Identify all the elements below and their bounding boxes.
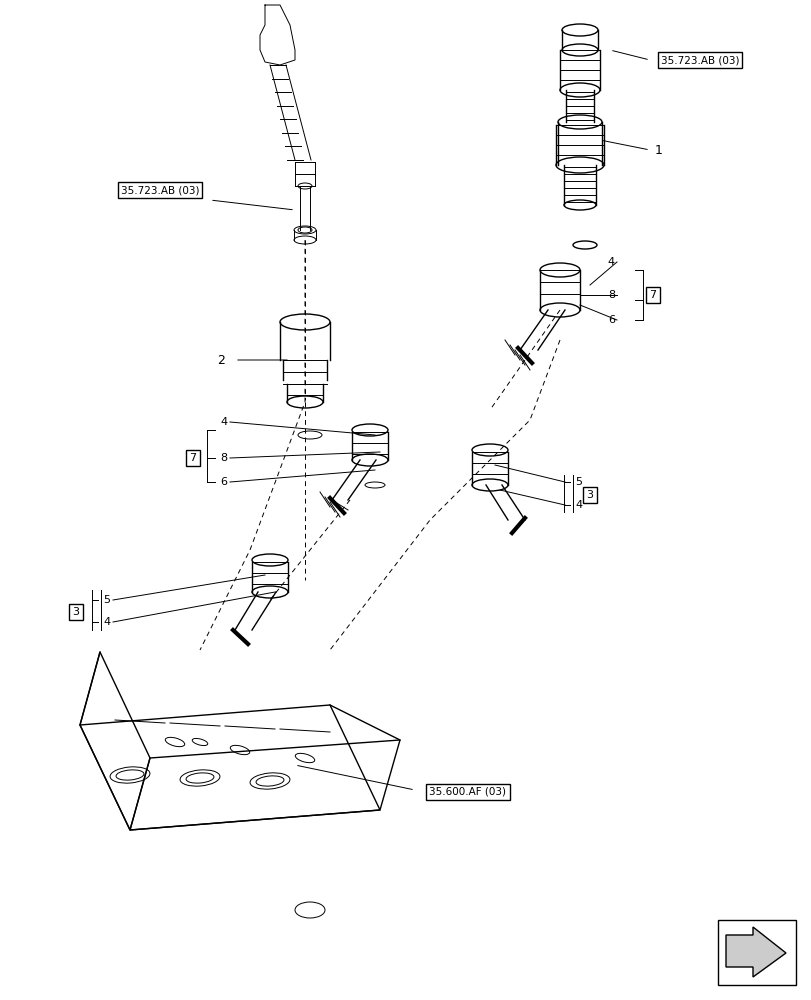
Text: 1: 1 [654,144,662,157]
Text: 35.723.AB (03): 35.723.AB (03) [121,185,199,195]
Text: 4: 4 [574,500,581,510]
Text: 4: 4 [220,417,227,427]
Polygon shape [725,927,785,977]
Text: 8: 8 [220,453,227,463]
Text: 5: 5 [103,595,109,605]
Text: 3: 3 [72,607,79,617]
Bar [717,920,795,985]
Text: 6: 6 [607,315,614,325]
Text: 2: 2 [217,354,225,366]
Text: 35.600.AF (03): 35.600.AF (03) [429,787,506,797]
Text: 4: 4 [607,257,614,267]
Text: 8: 8 [607,290,614,300]
Text: 4: 4 [103,617,110,627]
Text: 3: 3 [586,490,593,500]
Text: 7: 7 [189,453,196,463]
Text: 35.723.AB (03): 35.723.AB (03) [660,55,738,65]
Text: 6: 6 [220,477,227,487]
Text: 5: 5 [574,477,581,487]
Text: 7: 7 [649,290,656,300]
